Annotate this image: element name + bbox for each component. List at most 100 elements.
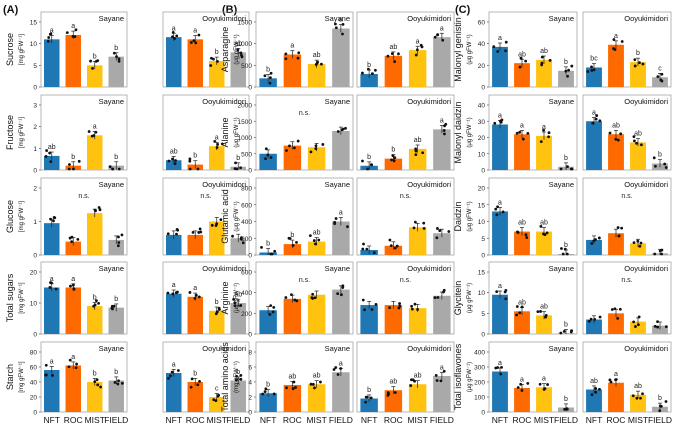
y-tick-label: 15 [30, 20, 38, 27]
data-point [398, 305, 402, 308]
data-point [49, 217, 52, 221]
data-point [312, 239, 316, 242]
data-point [663, 162, 667, 166]
subplot-frame [162, 94, 250, 171]
data-point [239, 377, 243, 381]
y-axis-title: Glycitein [453, 281, 463, 316]
subplot-frame [162, 341, 250, 413]
significance-letter: a [339, 361, 343, 368]
significance-letter: b [114, 296, 118, 303]
subplot-frame [582, 261, 672, 335]
x-tick-label: MIST [628, 415, 648, 425]
significance-letter: ab [518, 51, 526, 58]
significance-letter: a [193, 27, 197, 34]
data-point [314, 147, 318, 151]
data-point [53, 216, 57, 220]
data-point [215, 222, 219, 226]
y-axis-title: Fructose [5, 115, 15, 150]
y-tick-label: 3 [33, 103, 37, 110]
y-tick-label: 0 [33, 85, 37, 92]
variety-label: Sayane [549, 264, 574, 273]
data-point [293, 146, 296, 150]
significance-letter: bc [590, 56, 598, 63]
y-tick-label: 5 [481, 311, 485, 318]
bar-nft [44, 370, 60, 412]
y-tick-label: 100 [474, 395, 485, 402]
data-point [654, 164, 657, 168]
ns-label: n.s. [299, 110, 310, 117]
bar-field [332, 131, 350, 170]
variety-label: Sayane [325, 180, 350, 189]
data-point [272, 306, 276, 309]
bar-mist [630, 394, 646, 412]
y-tick-label: 0 [481, 253, 485, 260]
variety-label: Ooyukimidori [202, 344, 246, 353]
significance-letter: b [266, 66, 270, 73]
subplot-ooyukimidori: Ooyukimidori n.s. [356, 177, 455, 256]
data-point [176, 369, 180, 372]
y-tick-label: 0 [481, 410, 485, 417]
data-point [94, 299, 98, 303]
ns-label: n.s. [621, 193, 632, 200]
x-tick-label: ROC [283, 415, 302, 425]
data-point [416, 308, 419, 311]
data-point [444, 122, 448, 126]
data-point [414, 153, 418, 157]
data-point [49, 32, 53, 36]
significance-letter: b [71, 154, 75, 161]
data-point [442, 288, 446, 292]
data-point [636, 323, 640, 327]
bar-field [332, 28, 350, 87]
y-axis-unit: (μg gFW⁻¹) [467, 34, 473, 64]
data-point [373, 68, 377, 72]
data-point [545, 231, 549, 235]
y-tick-label: 0 [33, 410, 37, 417]
variety-label: Sayane [99, 344, 124, 353]
significance-letter: a [498, 283, 502, 290]
data-point [112, 51, 116, 55]
bar-nft [44, 287, 60, 334]
bar-nft [166, 160, 182, 170]
data-point [543, 233, 547, 237]
data-point [414, 53, 418, 57]
data-point [592, 68, 596, 72]
x-tick-label: NFT [586, 415, 603, 425]
y-axis-unit: [mg gFW⁻¹] [19, 34, 25, 65]
variety-label: Sayane [99, 14, 124, 23]
subplot-frame [582, 341, 672, 413]
data-point [193, 296, 197, 300]
data-point [515, 131, 519, 135]
data-point [309, 150, 313, 154]
subplot-sayane: Sayane a ab ab b [488, 177, 578, 256]
variety-label: Sayane [99, 97, 124, 106]
significance-letter: ab [540, 220, 548, 227]
subplot-sayane: Sayane n.s. [40, 177, 128, 256]
data-point [219, 218, 223, 222]
data-point [189, 41, 193, 44]
data-point [333, 220, 337, 224]
y-tick-label: 80 [30, 350, 38, 357]
data-point [658, 409, 662, 413]
y-axis-title: Total sugars [5, 273, 15, 322]
data-point [269, 71, 273, 75]
variety-label: Ooyukimidori [407, 97, 451, 106]
data-point [367, 67, 370, 71]
data-point [536, 310, 540, 314]
data-point [566, 74, 569, 78]
bar-nft [492, 124, 508, 170]
data-point [591, 121, 595, 125]
bar-roc [514, 311, 530, 334]
data-point [366, 167, 370, 171]
data-point [75, 362, 78, 366]
significance-letter: ab [48, 144, 56, 151]
data-point [608, 131, 612, 135]
significance-letter: a [50, 276, 54, 283]
bar-field [230, 303, 246, 334]
data-point [117, 57, 121, 61]
data-point [614, 137, 618, 141]
bar-mist [209, 61, 225, 87]
bar-roc [65, 35, 81, 87]
data-point [270, 252, 274, 256]
y-tick-label: 2000 [238, 103, 253, 110]
data-point [613, 307, 617, 311]
